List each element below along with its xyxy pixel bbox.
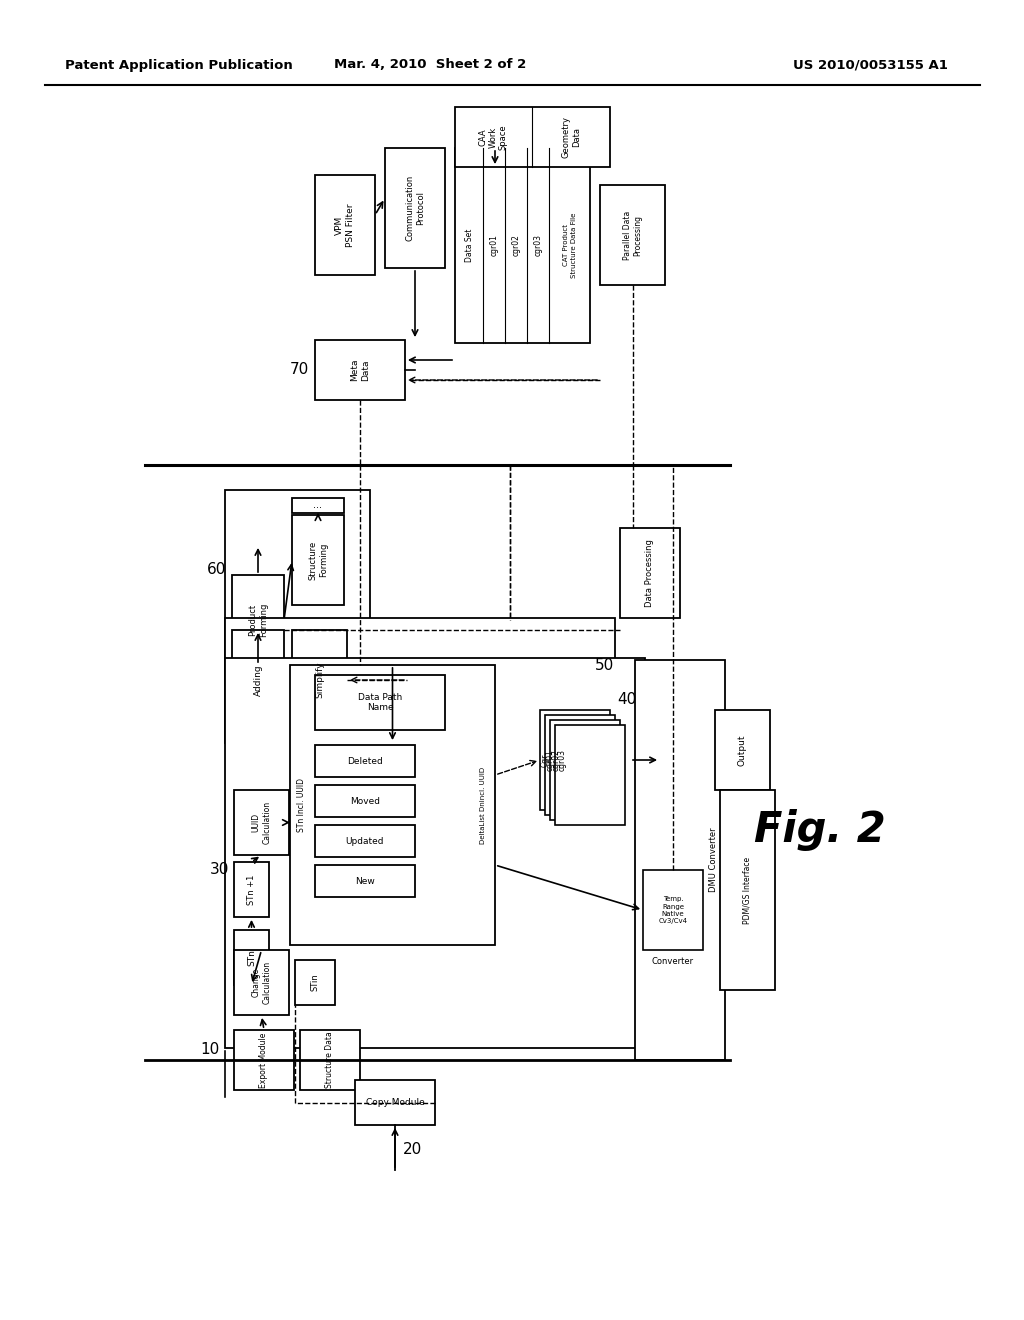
Text: Parallel Data
Processing: Parallel Data Processing [623, 210, 642, 260]
Text: 60: 60 [207, 562, 226, 578]
Text: 30: 30 [210, 862, 229, 878]
Text: DMU Converter: DMU Converter [709, 828, 718, 892]
Text: Change
Calculation: Change Calculation [252, 961, 271, 1005]
Bar [643, 870, 703, 950]
Bar [292, 630, 347, 730]
Text: UUID
Calculation: UUID Calculation [252, 801, 271, 843]
Text: Fig. 2: Fig. 2 [754, 809, 886, 851]
Text: Adding: Adding [254, 664, 262, 696]
Text: Structure Data: Structure Data [326, 1032, 335, 1089]
Text: 50: 50 [595, 657, 614, 672]
Bar [620, 528, 680, 618]
Bar [234, 789, 289, 855]
Text: cgr02: cgr02 [512, 235, 520, 256]
Text: Cgr: Cgr [541, 754, 550, 767]
Text: STn Incl. UUID: STn Incl. UUID [298, 777, 306, 832]
Bar [234, 862, 269, 917]
Text: Copy Module: Copy Module [366, 1098, 424, 1107]
Bar [315, 744, 415, 777]
Text: Data Processing: Data Processing [645, 539, 654, 607]
Bar [720, 789, 775, 990]
Bar [315, 176, 375, 275]
Text: STin: STin [310, 974, 319, 991]
Text: US 2010/0053155 A1: US 2010/0053155 A1 [793, 58, 947, 71]
Text: Data Set: Data Set [465, 228, 473, 263]
Bar [225, 657, 645, 1048]
Text: PDM/GS Interface: PDM/GS Interface [743, 857, 752, 924]
Text: ...: ... [313, 500, 323, 511]
Bar [635, 660, 725, 1060]
Text: VPM
PSN Filter: VPM PSN Filter [335, 203, 354, 247]
Bar [234, 1030, 294, 1090]
Text: Converter: Converter [652, 957, 694, 966]
Bar [545, 715, 615, 814]
Bar [292, 498, 344, 513]
Text: STn +1: STn +1 [247, 874, 256, 904]
Text: Meta
Data: Meta Data [350, 359, 370, 381]
Text: Product
Forming: Product Forming [248, 603, 267, 638]
Bar [295, 960, 335, 1005]
Text: Deleted: Deleted [347, 756, 383, 766]
Bar [315, 785, 415, 817]
Bar [385, 148, 445, 268]
Bar [555, 725, 625, 825]
Text: 20: 20 [403, 1143, 422, 1158]
Bar [225, 490, 370, 685]
Bar [292, 515, 344, 605]
Text: cgr03: cgr03 [557, 748, 566, 771]
Bar [315, 825, 415, 857]
Text: Updated: Updated [346, 837, 384, 846]
Bar [455, 148, 590, 343]
Bar [225, 618, 615, 743]
Bar [290, 665, 495, 945]
Text: Mar. 4, 2010  Sheet 2 of 2: Mar. 4, 2010 Sheet 2 of 2 [334, 58, 526, 71]
Bar [315, 341, 406, 400]
Text: Simplify: Simplify [315, 661, 324, 698]
Text: cgr03: cgr03 [534, 235, 543, 256]
Text: Moved: Moved [350, 796, 380, 805]
Bar [355, 1080, 435, 1125]
Bar [600, 185, 665, 285]
Text: DeltaList Dnincl. UUID: DeltaList Dnincl. UUID [480, 767, 486, 843]
Bar [715, 710, 770, 789]
Text: 10: 10 [200, 1043, 219, 1057]
Bar [232, 630, 284, 730]
Text: cgr01: cgr01 [546, 748, 555, 771]
Text: Export Module: Export Module [259, 1032, 268, 1088]
Text: New: New [355, 876, 375, 886]
Text: CAA
Work
Space: CAA Work Space [478, 124, 508, 149]
Text: cgr01: cgr01 [489, 235, 499, 256]
Text: CAT Product
Structure Data File: CAT Product Structure Data File [563, 213, 577, 279]
Text: Communication
Protocol: Communication Protocol [406, 174, 425, 242]
Bar [315, 675, 445, 730]
Text: Temp.
Range
Native
Cv3/Cv4: Temp. Range Native Cv3/Cv4 [658, 896, 687, 924]
Bar [232, 576, 284, 665]
Text: 70: 70 [290, 363, 309, 378]
Bar [234, 931, 269, 985]
Text: Geometry
Data: Geometry Data [561, 116, 581, 158]
Text: Output: Output [737, 734, 746, 766]
Bar [455, 107, 610, 168]
Text: cgr02: cgr02 [552, 748, 560, 771]
Bar [540, 710, 610, 810]
Text: Patent Application Publication: Patent Application Publication [65, 58, 293, 71]
Bar [550, 719, 620, 820]
Text: Structure
Forming: Structure Forming [308, 540, 328, 579]
Text: STn: STn [247, 949, 256, 966]
Bar [315, 865, 415, 898]
Bar [234, 950, 289, 1015]
Text: 40: 40 [617, 693, 636, 708]
Text: Data Path
Name: Data Path Name [357, 693, 402, 713]
Bar [300, 1030, 360, 1090]
